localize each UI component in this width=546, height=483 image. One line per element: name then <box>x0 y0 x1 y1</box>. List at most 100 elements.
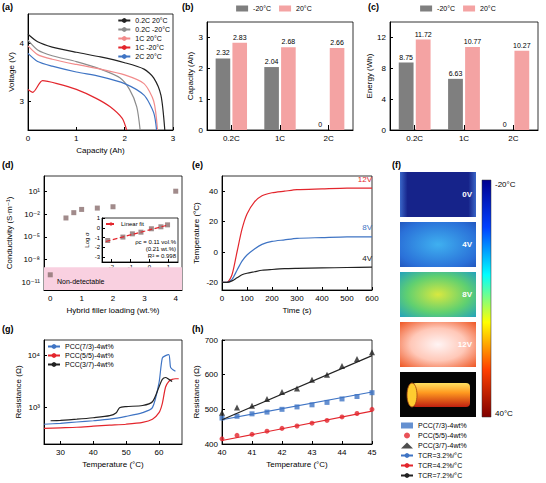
svg-text:1C -20°C: 1C -20°C <box>135 44 164 51</box>
svg-text:41: 41 <box>248 448 257 457</box>
svg-text:4: 4 <box>20 39 25 48</box>
svg-text:3: 3 <box>20 97 25 106</box>
svg-text:ρc = 0.11 vol.%: ρc = 0.11 vol.% <box>135 239 176 245</box>
svg-text:6.63: 6.63 <box>449 70 463 77</box>
svg-text:400: 400 <box>315 294 329 303</box>
svg-text:(h): (h) <box>192 324 204 334</box>
svg-text:10⁻¹¹: 10⁻¹¹ <box>22 278 41 287</box>
svg-text:TCR=3.2%/°C: TCR=3.2%/°C <box>418 452 462 459</box>
svg-text:4V: 4V <box>362 254 372 263</box>
svg-text:Hybrid filler loading (wt.%): Hybrid filler loading (wt.%) <box>67 306 160 315</box>
svg-text:12V: 12V <box>458 340 473 349</box>
svg-text:PCC(5/5)-4wt%: PCC(5/5)-4wt% <box>418 432 467 440</box>
svg-text:1: 1 <box>74 134 79 143</box>
svg-text:45: 45 <box>368 448 377 457</box>
svg-text:0: 0 <box>199 126 204 135</box>
svg-text:0: 0 <box>26 134 31 143</box>
svg-text:2.68: 2.68 <box>282 38 296 45</box>
svg-text:-20°C: -20°C <box>253 5 271 12</box>
svg-text:PCC(7/3)-4wt%: PCC(7/3)-4wt% <box>65 343 114 351</box>
svg-text:1: 1 <box>79 294 84 303</box>
svg-text:(a): (a) <box>2 2 13 12</box>
svg-text:20°C: 20°C <box>296 5 312 12</box>
svg-text:2C: 2C <box>324 134 334 143</box>
svg-text:4: 4 <box>174 294 179 303</box>
svg-text:30: 30 <box>56 448 65 457</box>
svg-text:40: 40 <box>218 448 227 457</box>
svg-text:PCC(3/7)-4wt%: PCC(3/7)-4wt% <box>418 442 467 450</box>
svg-text:10⁻⁵: 10⁻⁵ <box>24 232 40 241</box>
svg-text:Resistance (Ω): Resistance (Ω) <box>192 365 201 418</box>
svg-text:600: 600 <box>365 294 379 303</box>
svg-text:(e): (e) <box>192 160 203 170</box>
svg-text:Conductivity (S·m⁻¹): Conductivity (S·m⁻¹) <box>5 196 14 269</box>
svg-text:2: 2 <box>111 294 116 303</box>
svg-text:500: 500 <box>340 294 354 303</box>
svg-text:4V: 4V <box>462 240 472 249</box>
svg-text:11.72: 11.72 <box>415 31 432 38</box>
svg-text:10.77: 10.77 <box>464 38 482 45</box>
svg-text:1: 1 <box>97 215 101 221</box>
svg-text:2.04: 2.04 <box>265 58 279 65</box>
svg-text:Voltage (V): Voltage (V) <box>7 52 16 92</box>
svg-text:(d): (d) <box>2 160 14 170</box>
svg-text:10⁻⁸: 10⁻⁸ <box>24 255 41 264</box>
svg-text:200: 200 <box>265 294 279 303</box>
svg-text:8.75: 8.75 <box>399 54 413 61</box>
svg-text:3: 3 <box>199 33 204 42</box>
svg-text:-3: -3 <box>95 254 101 260</box>
svg-text:PCC(5/5)-4wt%: PCC(5/5)-4wt% <box>65 352 114 360</box>
svg-text:-20°C: -20°C <box>437 5 455 12</box>
svg-text:12V: 12V <box>358 175 373 184</box>
svg-text:Resistance (Ω): Resistance (Ω) <box>14 365 23 418</box>
svg-text:500: 500 <box>205 405 219 414</box>
svg-text:TCR=4.2%/°C: TCR=4.2%/°C <box>418 462 462 469</box>
svg-text:12: 12 <box>377 33 386 42</box>
svg-text:TCR=7.2%/°C: TCR=7.2%/°C <box>418 472 462 479</box>
svg-text:0: 0 <box>382 126 387 135</box>
svg-text:2C 20°C: 2C 20°C <box>135 53 162 60</box>
svg-text:40: 40 <box>209 187 218 196</box>
svg-text:-1: -1 <box>95 235 101 241</box>
svg-text:42: 42 <box>278 448 287 457</box>
svg-text:60: 60 <box>155 448 164 457</box>
svg-text:10⁴: 10⁴ <box>28 351 41 360</box>
svg-text:Temperature (°C): Temperature (°C) <box>266 460 328 469</box>
svg-text:R² = 0.998: R² = 0.998 <box>148 253 177 259</box>
svg-text:0: 0 <box>97 225 101 231</box>
svg-text:2.83: 2.83 <box>233 34 247 41</box>
svg-text:Linear fit: Linear fit <box>121 221 144 227</box>
svg-text:(b): (b) <box>182 2 194 12</box>
svg-text:40°C: 40°C <box>495 409 513 418</box>
svg-text:3: 3 <box>171 134 176 143</box>
svg-text:(g): (g) <box>2 324 14 334</box>
svg-text:700: 700 <box>205 336 219 345</box>
svg-text:Capacity (Ah): Capacity (Ah) <box>186 51 195 100</box>
svg-text:40: 40 <box>89 448 98 457</box>
svg-text:400: 400 <box>205 440 219 449</box>
svg-text:Temperature (°C): Temperature (°C) <box>192 202 201 264</box>
svg-text:(c): (c) <box>368 2 379 12</box>
svg-text:-20°C: -20°C <box>495 180 516 189</box>
svg-text:20: 20 <box>209 217 218 226</box>
svg-text:Log σ: Log σ <box>84 232 90 248</box>
svg-text:8V: 8V <box>462 290 472 299</box>
svg-text:10.27: 10.27 <box>513 42 531 49</box>
svg-text:20°C: 20°C <box>480 5 496 12</box>
svg-text:PCC(7/3)-4wt%: PCC(7/3)-4wt% <box>418 422 467 430</box>
svg-text:10⁻²: 10⁻² <box>24 210 40 219</box>
svg-text:1C 20°C: 1C 20°C <box>135 35 162 42</box>
svg-text:Time (s): Time (s) <box>282 306 311 315</box>
svg-text:-2: -2 <box>95 244 101 250</box>
svg-text:2: 2 <box>199 64 204 73</box>
svg-text:0.2C: 0.2C <box>223 134 240 143</box>
svg-text:2.32: 2.32 <box>216 49 230 56</box>
svg-text:0: 0 <box>503 121 507 128</box>
svg-text:Temperature (°C): Temperature (°C) <box>82 460 144 469</box>
svg-text:0: 0 <box>318 121 322 128</box>
svg-text:100: 100 <box>240 294 254 303</box>
svg-text:0: 0 <box>48 294 53 303</box>
svg-text:1C: 1C <box>275 134 285 143</box>
svg-text:600: 600 <box>205 370 219 379</box>
svg-text:PCC(3/7)-4wt%: PCC(3/7)-4wt% <box>65 361 114 369</box>
